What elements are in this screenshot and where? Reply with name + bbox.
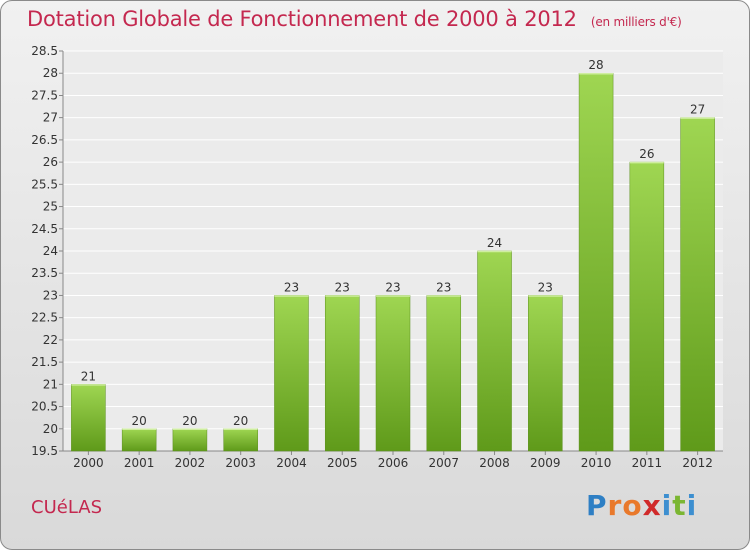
label-layer: 21 20 20 20 23 23 23 23 24 23 28 26 27	[81, 58, 706, 428]
data-label: 23	[284, 280, 299, 294]
bar	[71, 384, 106, 452]
data-label: 27	[690, 103, 705, 117]
x-tick-label: 2005	[327, 456, 358, 470]
x-tick-label: 2009	[530, 456, 561, 470]
logo-letter: t	[672, 489, 687, 522]
x-tick-label: 2001	[124, 456, 155, 470]
data-label: 23	[335, 280, 350, 294]
data-label: 20	[132, 414, 147, 428]
logo-letter: r	[607, 489, 623, 522]
y-tick-label: 23.5	[31, 266, 58, 280]
data-label: 28	[588, 58, 603, 72]
x-tick-label: 2004	[276, 456, 307, 470]
bar	[274, 295, 309, 452]
bar	[629, 161, 665, 452]
logo-letter: o	[622, 489, 643, 522]
data-label: 23	[538, 280, 553, 294]
bar	[426, 295, 462, 452]
axis-layer: 19.5 20 20.5 21 21.5 22 22.5 23 23.5 24 24.5 25 25.5…	[31, 44, 723, 470]
bar	[121, 428, 157, 452]
x-tick-label: 2008	[479, 456, 510, 470]
y-tick-label: 28.5	[31, 44, 58, 58]
data-label: 26	[639, 147, 654, 161]
y-tick-label: 19.5	[31, 444, 58, 458]
commune-name: CUéLAS	[31, 497, 102, 518]
y-tick-label: 24	[43, 244, 58, 258]
x-tick-label: 2011	[632, 456, 663, 470]
data-label: 24	[487, 236, 502, 250]
data-label: 23	[385, 280, 400, 294]
bar	[375, 295, 411, 452]
y-tick-label: 21.5	[31, 355, 58, 369]
logo-letter: i	[661, 489, 673, 522]
y-tick-label: 27	[43, 111, 58, 125]
data-label: 20	[233, 414, 248, 428]
chart-subtitle: (en milliers d'€)	[590, 15, 682, 29]
x-tick-label: 2010	[581, 456, 612, 470]
y-tick-label: 28	[43, 66, 58, 80]
bar	[477, 250, 512, 452]
y-tick-label: 26	[43, 155, 58, 169]
y-tick-label: 22	[43, 333, 58, 347]
y-tick-label: 20.5	[31, 400, 58, 414]
x-tick-label: 2002	[175, 456, 206, 470]
bar	[172, 428, 208, 452]
y-tick-label: 23	[43, 288, 58, 302]
chart-title: Dotation Globale de Fonctionnement de 20…	[27, 7, 682, 31]
bar	[680, 117, 715, 452]
y-tick-label: 24.5	[31, 222, 58, 236]
bar	[324, 295, 360, 452]
bar-layer	[71, 72, 715, 452]
y-tick-label: 21	[43, 377, 58, 391]
y-tick-label: 27.5	[31, 88, 58, 102]
data-label: 20	[182, 414, 197, 428]
y-tick-label: 20	[43, 422, 58, 436]
proxiti-logo: Proxiti	[586, 489, 697, 522]
y-tick-label: 25	[43, 200, 58, 214]
x-tick-label: 2000	[73, 456, 104, 470]
x-tick-label: 2012	[682, 456, 713, 470]
data-label: 21	[81, 369, 96, 383]
x-tick-label: 2006	[378, 456, 409, 470]
bar	[528, 295, 563, 452]
x-tick-label: 2003	[225, 456, 256, 470]
y-tick-label: 26.5	[31, 133, 58, 147]
logo-letter: x	[642, 489, 662, 522]
logo-letter: P	[586, 489, 608, 522]
chart-title-text: Dotation Globale de Fonctionnement de 20…	[27, 7, 577, 31]
bar	[578, 72, 614, 452]
x-tick-label: 2007	[428, 456, 459, 470]
bar	[223, 428, 258, 452]
data-label: 23	[436, 280, 451, 294]
y-tick-label: 25.5	[31, 177, 58, 191]
logo-letter: i	[686, 489, 698, 522]
y-tick-label: 22.5	[31, 311, 58, 325]
